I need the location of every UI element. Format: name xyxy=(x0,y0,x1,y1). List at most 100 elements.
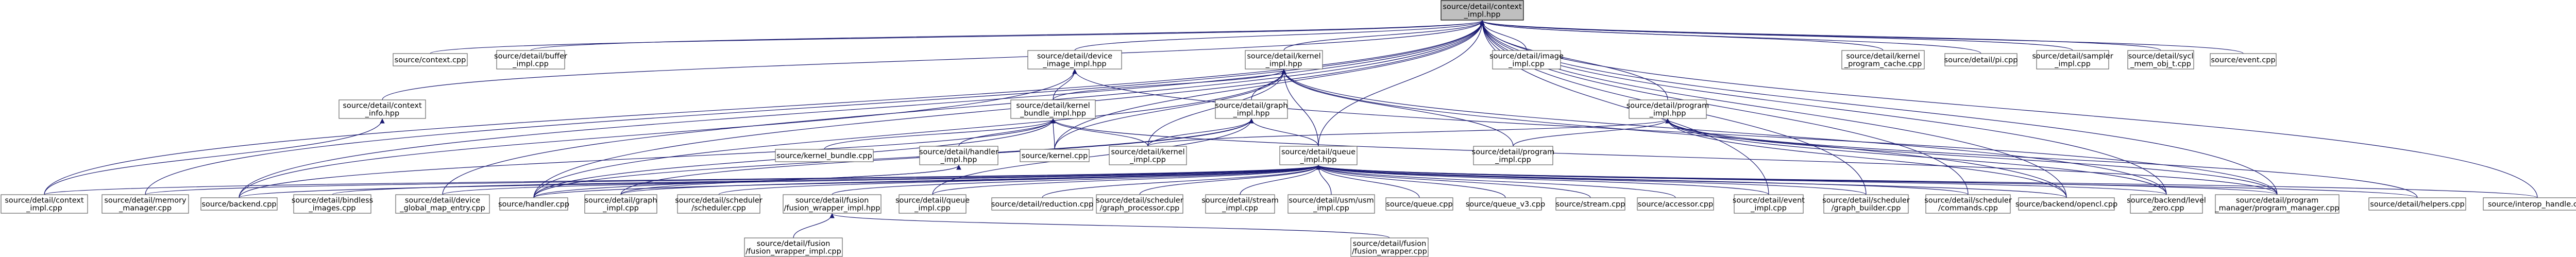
node-commands_cpp[interactable]: source/detail/scheduler/commands.cpp xyxy=(1924,194,2012,214)
node-context_cpp[interactable]: source/context.cpp xyxy=(393,53,468,66)
node-box[interactable] xyxy=(2036,50,2109,70)
node-box[interactable] xyxy=(919,146,998,165)
node-box[interactable] xyxy=(2127,50,2194,70)
node-box[interactable] xyxy=(2210,53,2277,66)
node-box[interactable] xyxy=(499,197,568,211)
node-box[interactable] xyxy=(1020,149,1090,162)
node-box[interactable] xyxy=(1245,50,1323,70)
node-graph_impl_cpp[interactable]: source/detail/graph_impl.cpp xyxy=(584,194,657,214)
node-box[interactable] xyxy=(338,99,426,119)
node-opencl_cpp[interactable]: source/backend/opencl.cpp xyxy=(2015,197,2117,211)
node-pi_cpp[interactable]: source/detail/pi.cpp xyxy=(1944,53,2018,66)
node-box[interactable] xyxy=(2018,197,2115,211)
node-kernel_bundle_cpp[interactable]: source/kernel_bundle.cpp xyxy=(775,149,874,162)
node-global_map[interactable]: source/detail/device_global_map_entry.cp… xyxy=(395,194,490,214)
node-box[interactable] xyxy=(1629,99,1707,119)
node-usm_impl[interactable]: source/detail/usm/usm_impl.cpp xyxy=(1287,194,1375,214)
node-program_impl_cpp[interactable]: source/detail/program_impl.cpp xyxy=(1472,146,1555,165)
node-box[interactable] xyxy=(1734,194,1804,214)
node-mem_obj[interactable]: source/detail/sycl_mem_obj_t.cpp xyxy=(2127,50,2194,70)
node-box[interactable] xyxy=(200,197,278,211)
node-box[interactable] xyxy=(1279,146,1358,165)
node-helpers_cpp[interactable]: source/detail/helpers.cpp xyxy=(2368,197,2466,211)
node-interop_handle[interactable]: source/interop_handle.cpp xyxy=(2483,197,2576,211)
node-box[interactable] xyxy=(1440,0,1524,21)
node-box[interactable] xyxy=(1385,197,1453,211)
node-queue_impl_cpp[interactable]: source/detail/queue_impl.cpp xyxy=(895,194,970,214)
node-handler_cpp[interactable]: source/handler.cpp xyxy=(498,197,569,211)
node-graph_impl_hpp[interactable]: source/detail/graph_impl.hpp xyxy=(1215,99,1288,119)
node-box[interactable] xyxy=(1469,197,1542,211)
node-box[interactable] xyxy=(2483,197,2576,211)
node-box[interactable] xyxy=(744,237,843,257)
node-reduction_cpp[interactable]: source/detail/reduction.cpp xyxy=(991,197,1093,211)
node-box[interactable] xyxy=(1109,146,1187,165)
node-box[interactable] xyxy=(2130,194,2203,214)
node-context_impl_cpp[interactable]: source/detail/context_impl.cpp xyxy=(1,194,88,214)
edge-backend_cpp-to-kernel_bundle_hpp xyxy=(239,118,1056,198)
node-event_impl[interactable]: source/detail/event_impl.cpp xyxy=(1733,194,1805,214)
node-box[interactable] xyxy=(293,194,371,214)
node-queue_impl_hpp[interactable]: source/detail/queue_impl.hpp xyxy=(1279,146,1358,165)
node-box[interactable] xyxy=(395,194,490,214)
node-box[interactable] xyxy=(1205,194,1275,214)
node-box[interactable] xyxy=(991,197,1093,211)
node-graph_builder[interactable]: source/detail/scheduler/graph_builder.cp… xyxy=(1822,194,1910,214)
node-kernel_impl_hpp[interactable]: source/detail/kernel_impl.hpp xyxy=(1245,50,1323,70)
node-accessor_cpp[interactable]: source/accessor.cpp xyxy=(1637,197,1714,211)
node-box[interactable] xyxy=(1096,194,1183,214)
node-stream_impl[interactable]: source/detail/stream_impl.cpp xyxy=(1201,194,1279,214)
node-box[interactable] xyxy=(393,53,468,66)
node-box[interactable] xyxy=(1027,50,1122,70)
node-kernel_cpp[interactable]: source/kernel.cpp xyxy=(1020,149,1090,162)
node-handler_impl_hpp[interactable]: source/detail/handler_impl.hpp xyxy=(919,146,998,165)
node-image_impl[interactable]: source/detail/image_impl.cpp xyxy=(1489,50,1564,70)
node-bindless_images[interactable]: source/detail/bindless_images.cpp xyxy=(292,194,373,214)
node-box[interactable] xyxy=(1555,197,1625,211)
node-memory_manager[interactable]: source/detail/memory_manager.cpp xyxy=(101,194,189,214)
node-box[interactable] xyxy=(1925,194,2011,214)
node-label: source/detail/context xyxy=(343,102,422,110)
node-box[interactable] xyxy=(899,194,967,214)
node-queue_cpp[interactable]: source/queue.cpp xyxy=(1385,197,1453,211)
node-kernel_impl_cpp[interactable]: source/detail/kernel_impl.cpp xyxy=(1109,146,1187,165)
node-box[interactable] xyxy=(1287,194,1375,214)
node-box[interactable] xyxy=(1944,53,2018,66)
node-box[interactable] xyxy=(2368,197,2466,211)
node-level_zero[interactable]: source/backend/level_zero.cpp xyxy=(2127,194,2206,214)
node-context_info[interactable]: source/detail/context_info.hpp xyxy=(338,99,426,119)
node-fusion_wrapper_impl_hpp[interactable]: source/detail/fusion/fusion_wrapper_impl… xyxy=(783,194,882,214)
node-graph_processor[interactable]: source/detail/scheduler/graph_processor.… xyxy=(1096,194,1183,214)
node-backend_cpp[interactable]: source/backend.cpp xyxy=(200,197,278,211)
node-box[interactable] xyxy=(1473,146,1553,165)
node-box[interactable] xyxy=(775,149,874,162)
node-box[interactable] xyxy=(1350,237,1429,257)
node-box[interactable] xyxy=(101,194,189,214)
node-sampler_impl[interactable]: source/detail/sampler_impl.cpp xyxy=(2032,50,2113,70)
node-box[interactable] xyxy=(1010,99,1096,119)
node-program_impl_hpp[interactable]: source/detail/program_impl.hpp xyxy=(1626,99,1709,119)
node-box[interactable] xyxy=(1823,194,1909,214)
node-fusion_wrapper_impl_cpp[interactable]: source/detail/fusion/fusion_wrapper_impl… xyxy=(744,237,843,257)
node-box[interactable] xyxy=(584,194,657,214)
node-box[interactable] xyxy=(1637,197,1714,211)
node-root[interactable]: source/detail/context_impl.hpp xyxy=(1440,0,1524,21)
node-queue_v3[interactable]: source/queue_v3.cpp xyxy=(1466,197,1546,211)
node-buffer_impl[interactable]: source/detail/buffer_impl.cpp xyxy=(494,50,567,70)
node-program_manager[interactable]: source/detail/program_manager/program_ma… xyxy=(2214,194,2340,214)
node-kernel_bundle_hpp[interactable]: source/detail/kernel_bundle_impl.hpp xyxy=(1010,99,1096,119)
node-stream_cpp[interactable]: source/stream.cpp xyxy=(1555,197,1625,211)
node-box[interactable] xyxy=(677,194,760,214)
node-fusion_wrapper_cpp[interactable]: source/detail/fusion/fusion_wrapper.cpp xyxy=(1350,237,1429,257)
node-device_image[interactable]: source/detail/device_image_impl.hpp xyxy=(1027,50,1122,70)
node-box[interactable] xyxy=(2215,194,2340,214)
node-box[interactable] xyxy=(1,194,88,214)
node-event_cpp[interactable]: source/event.cpp xyxy=(2210,53,2277,66)
node-scheduler_cpp[interactable]: source/detail/scheduler/scheduler.cpp xyxy=(675,194,762,214)
node-kernel_prog_cache[interactable]: source/detail/kernel_program_cache.cpp xyxy=(1841,50,1925,70)
node-box[interactable] xyxy=(1841,50,1925,70)
node-box[interactable] xyxy=(783,194,882,214)
node-box[interactable] xyxy=(1492,50,1561,70)
node-box[interactable] xyxy=(1215,99,1288,119)
node-box[interactable] xyxy=(496,50,565,70)
